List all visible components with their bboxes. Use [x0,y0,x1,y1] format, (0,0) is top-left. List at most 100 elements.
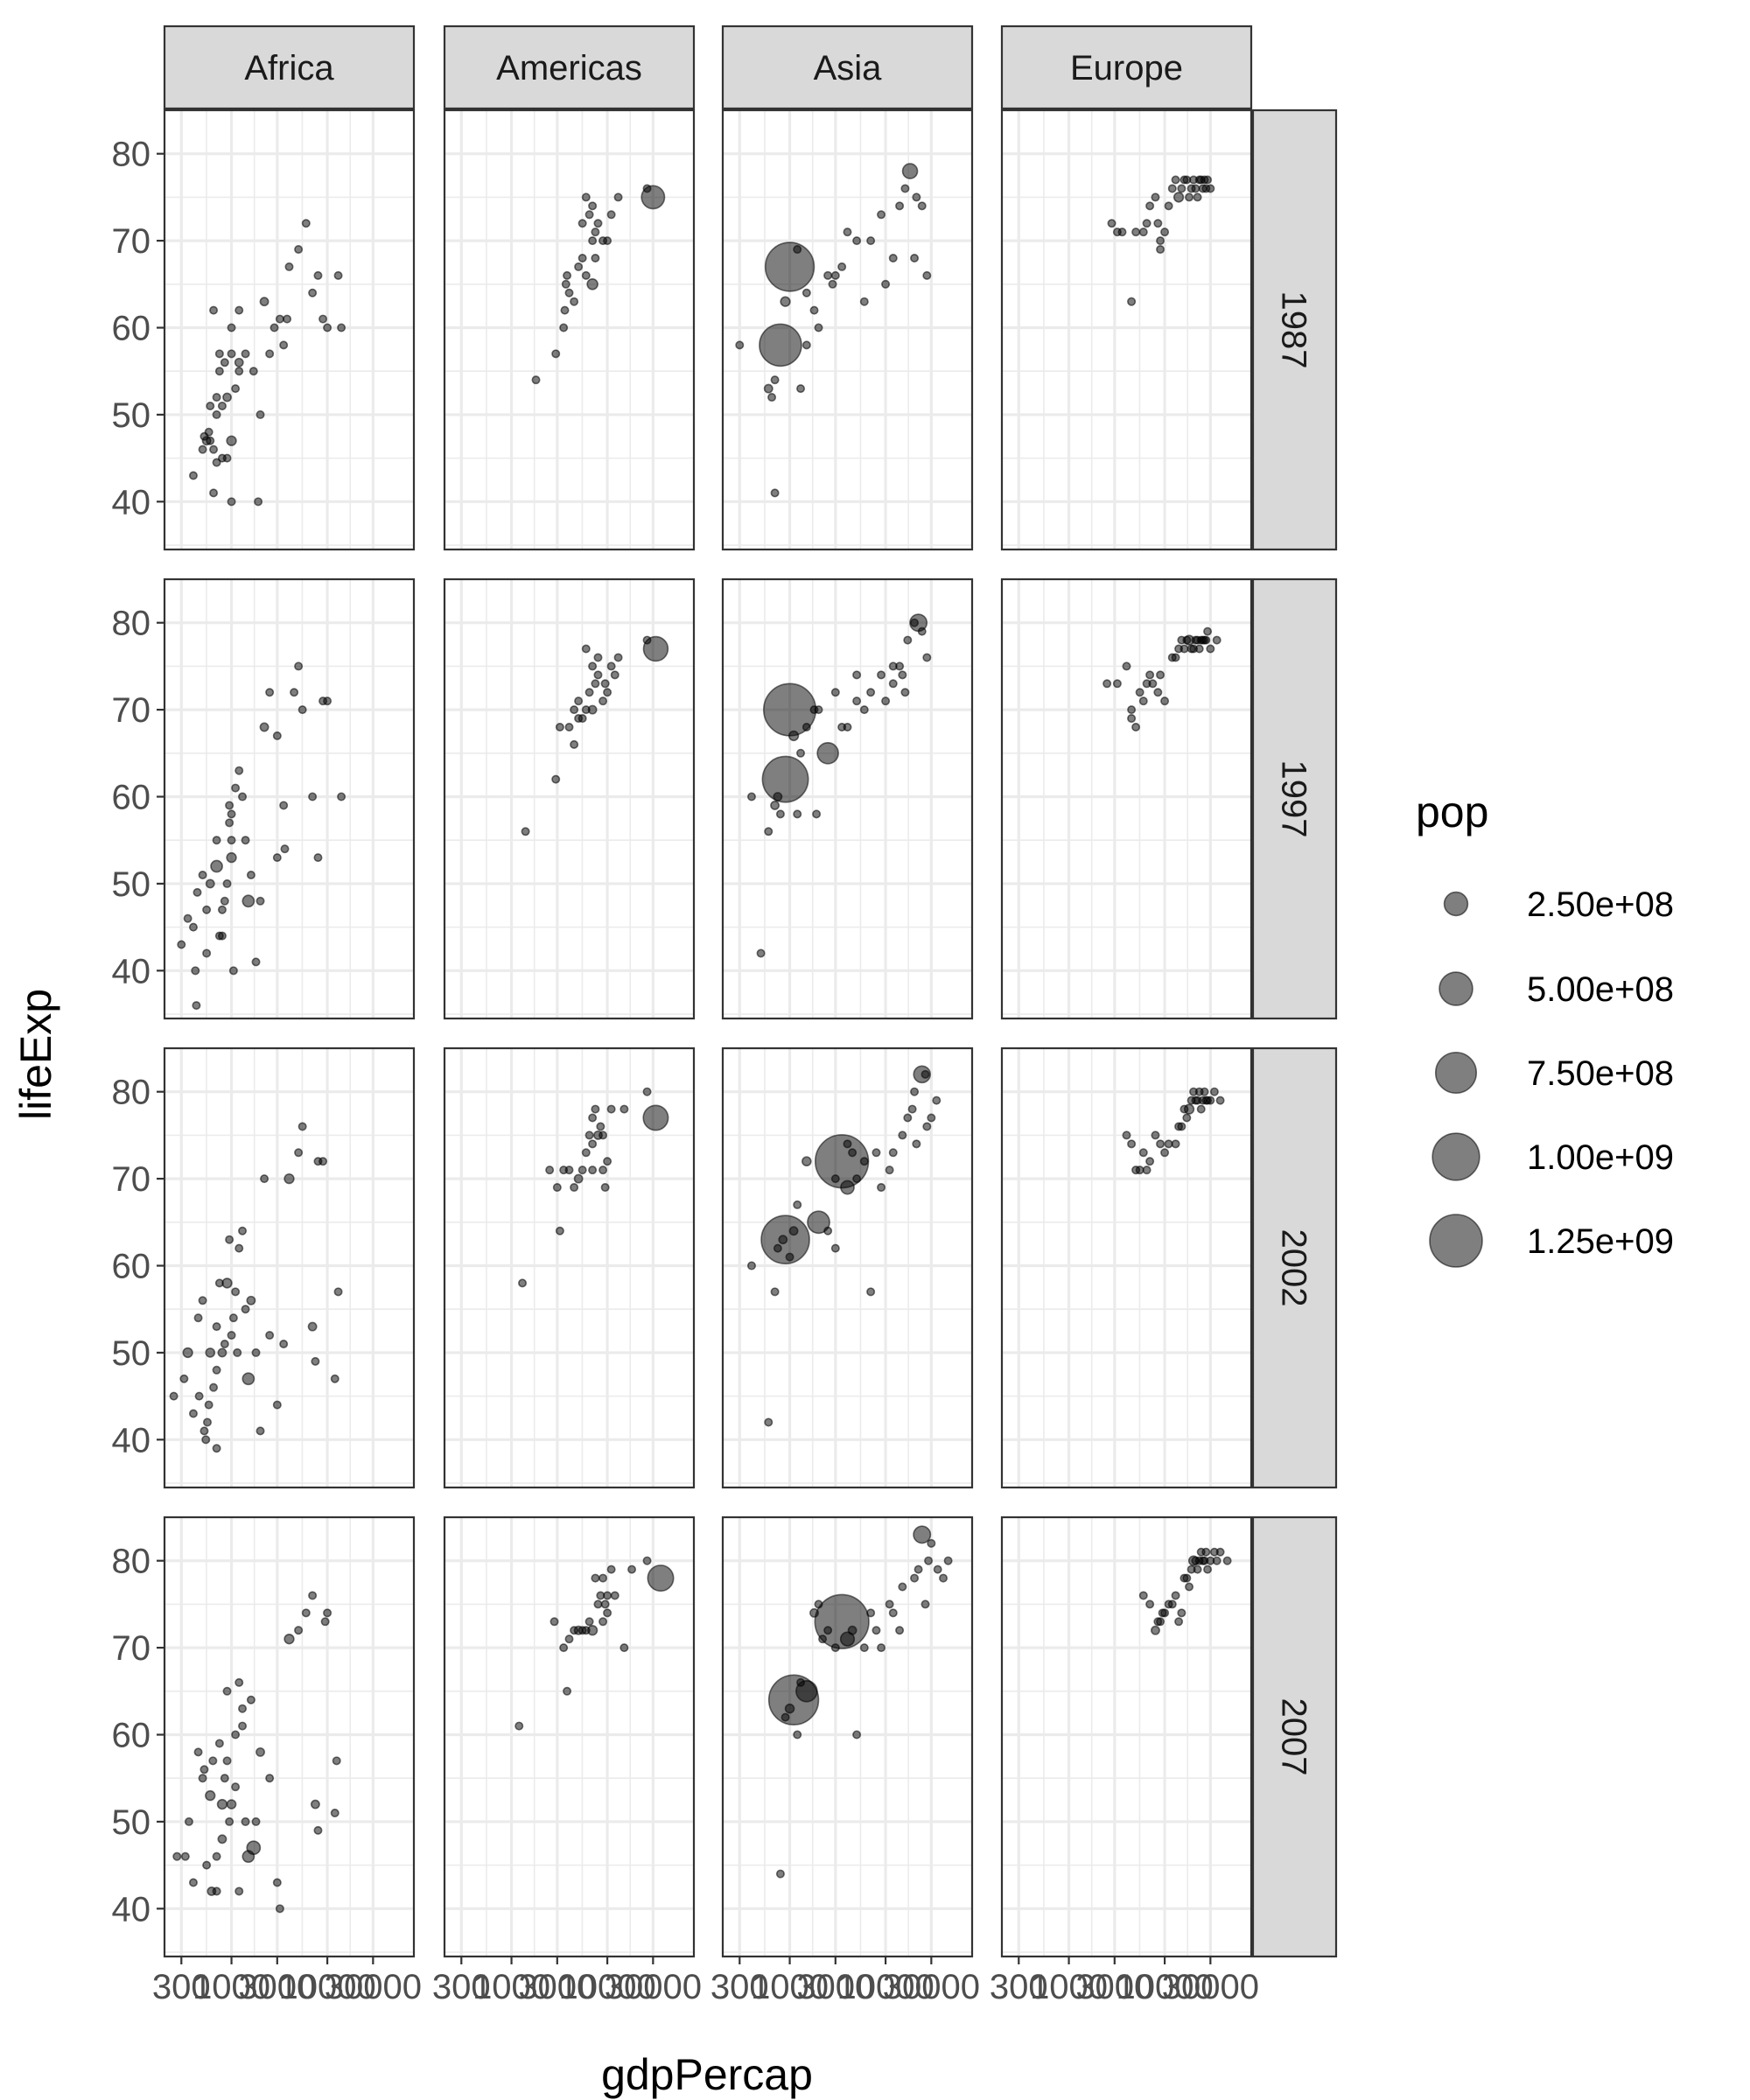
data-point [1167,184,1177,193]
panel-background [1002,1517,1251,1956]
data-point [877,1183,886,1193]
data-point [591,253,600,262]
data-point [1122,1130,1131,1140]
data-point [1185,192,1194,202]
data-point [780,296,791,307]
data-point [559,323,569,332]
data-point [578,253,587,262]
x-tick-label: 1000 [472,1968,550,2006]
data-point [852,670,862,680]
panel-americas-1987 [531,184,666,385]
data-point [563,1686,572,1696]
data-point [848,1148,858,1158]
data-point [202,1860,212,1870]
data-point [212,393,221,402]
data-point [756,948,766,958]
data-point [598,1130,608,1140]
data-point [188,1878,198,1887]
data-point [198,1296,207,1306]
data-point [555,1226,564,1236]
data-point [222,878,232,888]
data-point [234,1243,244,1253]
data-point [917,201,927,211]
data-point [1206,1096,1215,1105]
panel-border [443,1516,696,1958]
y-tick-label: 40 [112,1421,151,1460]
panel-background [723,110,972,550]
data-point [584,210,594,220]
data-point [246,870,256,879]
y-tick-label: 80 [112,1543,151,1581]
data-point [234,367,244,376]
data-point [180,1852,190,1861]
y-tick-label: 40 [112,483,151,522]
panel-background [164,579,414,1018]
data-point [227,349,236,359]
data-point [1183,1103,1195,1115]
data-point [280,844,290,854]
data-point [823,1226,833,1236]
data-point [1200,1087,1209,1096]
data-point [179,1374,189,1383]
facet-strip-column [443,24,696,110]
data-point [198,870,207,879]
data-point [802,288,811,298]
data-point [570,1183,579,1193]
panel-europe-2002 [1122,1087,1225,1175]
data-point [584,1130,594,1140]
x-axis-title: gdpPercap [601,2050,813,2099]
data-point [830,270,840,280]
panel-gridlines [444,1516,694,1956]
data-point [220,1339,229,1348]
data-point [1177,184,1186,193]
data-point [551,349,561,359]
data-point [202,948,212,958]
data-point [1194,644,1204,654]
y-tick-label: 60 [112,1248,151,1286]
panel-background [723,1048,972,1488]
data-point [241,1305,250,1314]
data-point [231,1287,241,1297]
data-point [735,340,745,350]
data-point [802,1156,812,1167]
data-point [898,1130,907,1140]
y-tick-label: 80 [112,1074,151,1112]
data-point [214,1739,224,1748]
data-point [1142,219,1152,228]
data-point [564,1634,574,1644]
data-point [802,722,811,732]
facet-strip-column [721,24,974,110]
legend-key-circle [1443,891,1469,917]
data-point [606,1564,616,1574]
data-point [809,305,819,315]
data-point [552,1183,562,1193]
data-point [943,1556,953,1565]
data-point [212,458,221,467]
data-point [217,905,227,914]
data-point [231,1782,241,1792]
x-tick-label: 30000 [605,1968,702,2006]
data-point [212,1852,221,1861]
data-point [564,288,574,298]
panel-border [721,108,974,551]
data-point [237,792,248,802]
data-point [241,349,250,359]
data-point [895,1626,905,1635]
data-point [898,670,907,680]
data-point [222,392,232,402]
data-point [238,1704,248,1713]
y-axis-title: lifeExp [11,989,60,1120]
data-point [320,1617,330,1627]
data-point [188,471,198,480]
data-point [182,1347,193,1359]
data-point [881,696,891,706]
facet-column-label: Africa [244,49,334,88]
data-point [1156,1617,1166,1627]
data-point [593,653,603,662]
x-tick-label: 10000 [558,1968,655,2006]
data-point [610,1591,620,1600]
x-tick-label: 1000 [192,1968,270,2006]
data-point [284,1172,295,1185]
data-point [210,859,223,873]
data-point [591,1573,600,1583]
